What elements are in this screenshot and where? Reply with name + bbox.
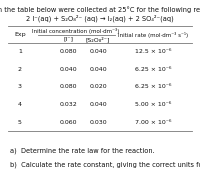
- Text: 2: 2: [18, 67, 22, 72]
- Text: Initial concentration (mol·dm⁻³): Initial concentration (mol·dm⁻³): [32, 28, 120, 34]
- Text: 6.25 × 10⁻⁶: 6.25 × 10⁻⁶: [135, 85, 171, 89]
- Text: 0.032: 0.032: [59, 102, 77, 107]
- Text: 0.040: 0.040: [89, 49, 107, 54]
- Text: 1: 1: [18, 49, 22, 54]
- Text: [I⁻]: [I⁻]: [63, 36, 73, 42]
- Text: 0.040: 0.040: [89, 102, 107, 107]
- Text: Data in the table below were collected at 25°C for the following reaction:: Data in the table below were collected a…: [0, 6, 200, 13]
- Text: 0.080: 0.080: [59, 49, 77, 54]
- Text: Exp: Exp: [14, 32, 26, 37]
- Text: b)  Calculate the rate constant, giving the correct units for k.: b) Calculate the rate constant, giving t…: [10, 162, 200, 169]
- Text: 6.25 × 10⁻⁶: 6.25 × 10⁻⁶: [135, 67, 171, 72]
- Text: 0.030: 0.030: [89, 120, 107, 125]
- Text: 5.00 × 10⁻⁶: 5.00 × 10⁻⁶: [135, 102, 171, 107]
- Text: 7.00 × 10⁻⁶: 7.00 × 10⁻⁶: [135, 120, 171, 125]
- Text: Initial rate (mol·dm⁻³ s⁻¹): Initial rate (mol·dm⁻³ s⁻¹): [118, 31, 188, 37]
- Text: 0.040: 0.040: [89, 67, 107, 72]
- Text: 5: 5: [18, 120, 22, 125]
- Text: 3: 3: [18, 85, 22, 89]
- Text: 0.060: 0.060: [59, 120, 77, 125]
- Text: [S₂O₈²⁻]: [S₂O₈²⁻]: [86, 36, 110, 42]
- Text: 0.040: 0.040: [59, 67, 77, 72]
- Text: 2 I⁻(aq) + S₂O₈²⁻ (aq) → I₂(aq) + 2 SO₄²⁻(aq): 2 I⁻(aq) + S₂O₈²⁻ (aq) → I₂(aq) + 2 SO₄²…: [26, 14, 174, 22]
- Text: 0.080: 0.080: [59, 85, 77, 89]
- Text: 0.020: 0.020: [89, 85, 107, 89]
- Text: a)  Determine the rate law for the reaction.: a) Determine the rate law for the reacti…: [10, 148, 155, 154]
- Text: 12.5 × 10⁻⁶: 12.5 × 10⁻⁶: [135, 49, 171, 54]
- Text: 4: 4: [18, 102, 22, 107]
